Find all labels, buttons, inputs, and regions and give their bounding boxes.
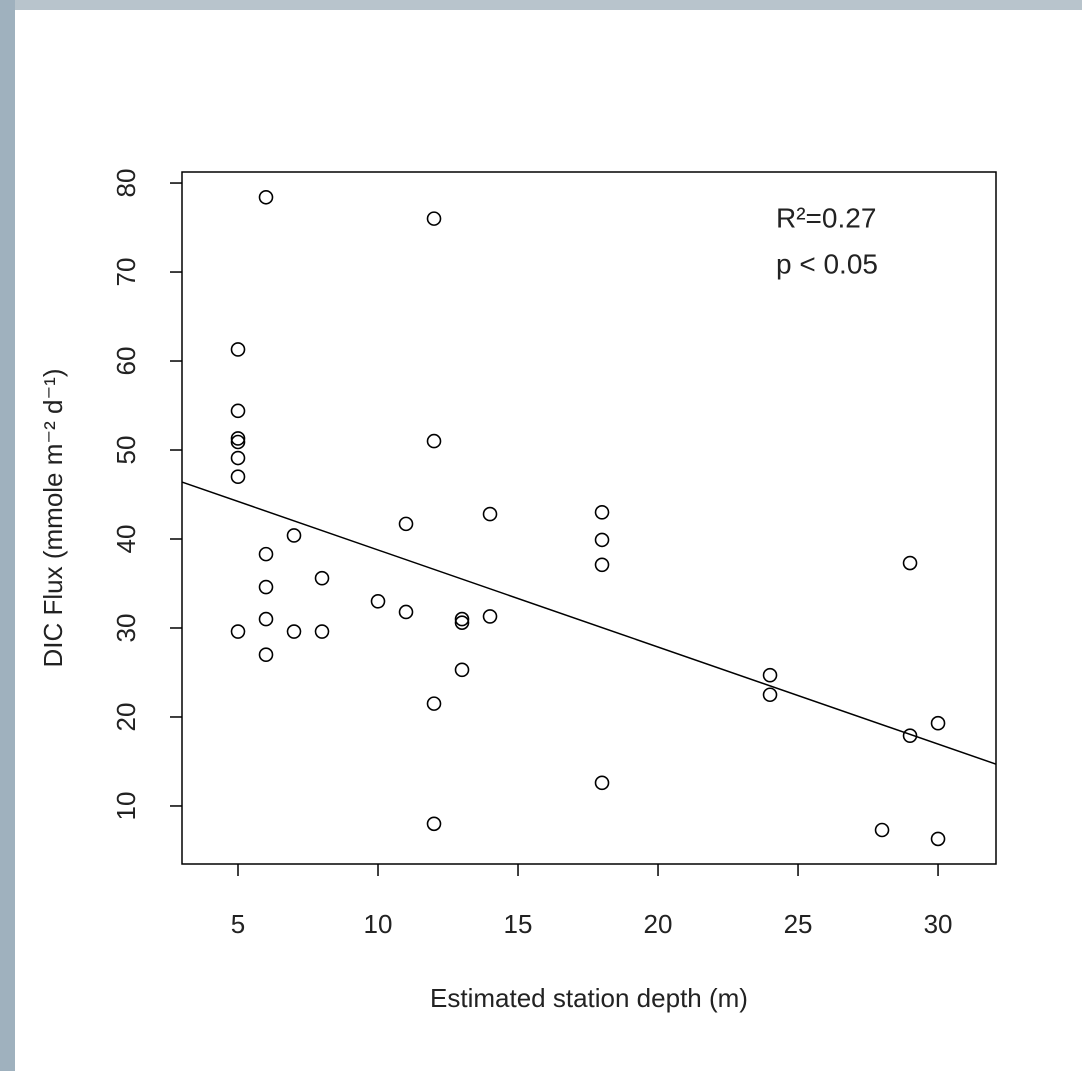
point [426,211,442,226]
point [230,342,246,357]
point [314,624,330,639]
point [874,822,890,838]
point [258,546,274,562]
point [594,557,610,573]
point [230,624,246,639]
point [594,775,610,791]
point [370,593,386,609]
x-tick-label: 5 [231,909,245,939]
point [426,816,442,832]
y-axis-label: DIC Flux (mmole m⁻² d⁻¹) [38,369,68,668]
point [230,431,246,446]
point [762,667,778,683]
point [454,611,470,627]
point [482,506,498,522]
point [314,570,330,586]
point [426,433,442,449]
x-tick-label: 20 [644,909,673,939]
y-tick-label: 10 [111,792,141,821]
y-tick-label: 50 [111,436,141,465]
x-tick-label: 30 [924,909,953,939]
point [258,647,274,662]
point [902,555,918,571]
point [258,579,274,595]
fit-line [181,481,997,765]
point [258,189,274,205]
y-tick-label: 30 [111,614,141,643]
point [902,728,918,743]
point [762,687,778,703]
point [230,469,246,485]
point [398,604,414,620]
point [454,615,470,630]
point [258,611,274,627]
point [594,505,610,520]
y-tick-label: 20 [111,703,141,732]
x-tick-label: 15 [504,909,533,939]
point [230,403,246,419]
point [454,662,470,678]
point [230,434,246,450]
y-tick-label: 80 [111,169,141,198]
point [286,528,302,543]
annotation: R²=0.27 [776,202,876,233]
y-tick-label: 40 [111,525,141,554]
x-axis-label: Estimated station depth (m) [430,983,748,1013]
y-tick-label: 70 [111,258,141,287]
top-strip [0,0,1082,10]
x-tick-label: 10 [364,909,393,939]
point [230,450,246,466]
point [426,696,442,711]
point [482,609,498,624]
point [930,715,946,731]
left-strip [0,0,15,1071]
point [930,831,946,847]
y-tick-label: 60 [111,347,141,376]
plot-frame [181,171,997,865]
point [594,532,610,548]
x-tick-label: 25 [784,909,813,939]
panel [15,10,1082,1071]
point [286,624,302,639]
point [398,516,414,532]
annotation: p < 0.05 [776,248,878,279]
